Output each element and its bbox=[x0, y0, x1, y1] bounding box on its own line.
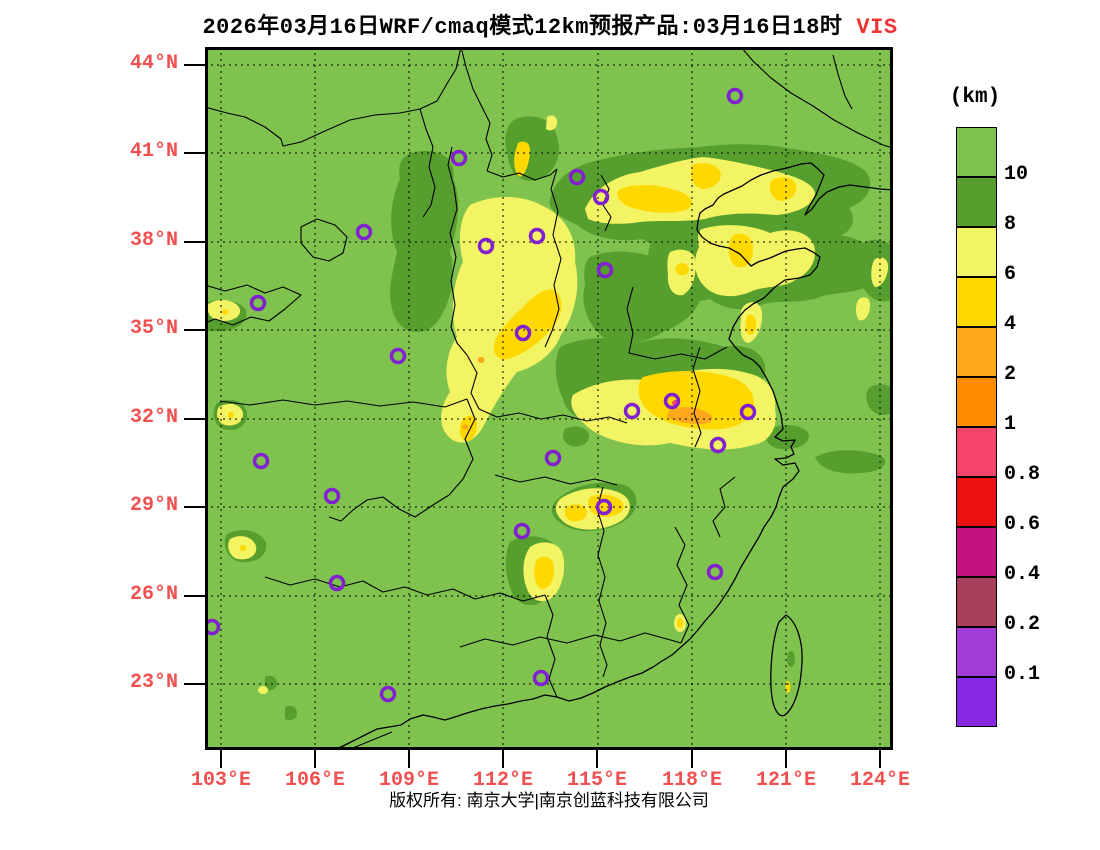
city-marker bbox=[252, 452, 270, 470]
city-marker bbox=[739, 403, 757, 421]
lon-tick bbox=[408, 750, 410, 768]
coastline bbox=[330, 162, 894, 751]
city-marker bbox=[596, 261, 614, 279]
city-marker bbox=[477, 237, 495, 255]
colorbar-segment bbox=[956, 577, 997, 627]
lat-tick bbox=[184, 241, 206, 243]
forecast-map bbox=[203, 46, 894, 751]
city-marker bbox=[544, 449, 562, 467]
lat-tick bbox=[184, 506, 206, 508]
city-marker bbox=[595, 498, 613, 516]
colorbar-segment bbox=[956, 677, 997, 727]
lat-tick bbox=[184, 418, 206, 420]
colorbar-tick-label: 0.1 bbox=[1004, 663, 1041, 686]
lat-tick bbox=[184, 152, 206, 154]
colorbar-tick-label: 0.8 bbox=[1004, 463, 1041, 486]
colorbar-segment bbox=[956, 377, 997, 427]
city-marker bbox=[514, 324, 532, 342]
lat-label: 23°N bbox=[129, 671, 178, 694]
colorbar-segment bbox=[956, 327, 997, 377]
lon-label: 115°E bbox=[566, 769, 627, 792]
city-marker bbox=[706, 563, 724, 581]
colorbar-segment bbox=[956, 477, 997, 527]
city-marker bbox=[726, 87, 744, 105]
lat-tick bbox=[184, 683, 206, 685]
city-marker bbox=[709, 436, 727, 454]
lon-label: 103°E bbox=[190, 769, 251, 792]
colorbar-tick-label: 0.4 bbox=[1004, 563, 1041, 586]
city-marker bbox=[623, 402, 641, 420]
city-marker bbox=[592, 188, 610, 206]
lat-label: 41°N bbox=[129, 140, 178, 163]
colorbar-segment bbox=[956, 227, 997, 277]
colorbar-unit-label: (km) bbox=[949, 86, 1001, 109]
colorbar-tick-label: 8 bbox=[1004, 213, 1017, 236]
colorbar-segment bbox=[956, 527, 997, 577]
city-marker bbox=[323, 487, 341, 505]
lat-label: 26°N bbox=[129, 583, 178, 606]
lon-label: 118°E bbox=[661, 769, 722, 792]
colorbar-segment bbox=[956, 177, 997, 227]
province-borders bbox=[204, 46, 894, 751]
lon-tick bbox=[502, 750, 504, 768]
colorbar-segment bbox=[956, 277, 997, 327]
colorbar-tick-label: 10 bbox=[1004, 163, 1029, 186]
lon-label: 121°E bbox=[755, 769, 816, 792]
colorbar-tick-label: 2 bbox=[1004, 363, 1017, 386]
lat-label: 32°N bbox=[129, 406, 178, 429]
lat-label: 35°N bbox=[129, 317, 178, 340]
city-marker bbox=[528, 227, 546, 245]
city-marker bbox=[355, 223, 373, 241]
city-markers bbox=[203, 87, 757, 703]
colorbar-tick-label: 4 bbox=[1004, 313, 1017, 336]
page-title: 2026年03月16日WRF/cmaq模式12km预报产品:03月16日18时 V… bbox=[0, 8, 1100, 40]
colorbar-segment bbox=[956, 427, 997, 477]
lat-tick bbox=[184, 329, 206, 331]
lat-label: 29°N bbox=[129, 494, 178, 517]
vis-region-4-6 bbox=[222, 141, 797, 693]
colorbar-tick-label: 6 bbox=[1004, 263, 1017, 286]
lat-tick bbox=[184, 595, 206, 597]
city-marker bbox=[513, 522, 531, 540]
colorbar-segment bbox=[956, 627, 997, 677]
lon-tick bbox=[879, 750, 881, 768]
colorbar-tick-label: 0.6 bbox=[1004, 513, 1041, 536]
vis-region-2-4 bbox=[462, 357, 713, 430]
lon-tick bbox=[596, 750, 598, 768]
lon-label: 109°E bbox=[378, 769, 439, 792]
lon-tick bbox=[314, 750, 316, 768]
city-marker bbox=[389, 347, 407, 365]
city-marker bbox=[450, 149, 468, 167]
colorbar-tick-label: 0.2 bbox=[1004, 613, 1041, 636]
map-frame bbox=[205, 47, 893, 750]
map-canvas bbox=[203, 46, 894, 751]
lon-tick bbox=[785, 750, 787, 768]
title-text: 2026年03月16日WRF/cmaq模式12km预报产品:03月16日18时 bbox=[202, 15, 843, 40]
lon-label: 106°E bbox=[284, 769, 345, 792]
lat-tick bbox=[184, 64, 206, 66]
lon-tick bbox=[220, 750, 222, 768]
colorbar-segment bbox=[956, 127, 997, 177]
graticule bbox=[205, 47, 893, 750]
lat-label: 38°N bbox=[129, 229, 178, 252]
city-marker bbox=[663, 392, 681, 410]
lon-tick bbox=[691, 750, 693, 768]
city-marker bbox=[568, 168, 586, 186]
lon-label: 124°E bbox=[849, 769, 910, 792]
copyright-footer: 版权所有: 南京大学|南京创蓝科技有限公司 bbox=[389, 791, 709, 810]
city-marker bbox=[249, 294, 267, 312]
title-variable-label: VIS bbox=[856, 15, 898, 40]
lat-label: 44°N bbox=[129, 52, 178, 75]
city-marker bbox=[379, 685, 397, 703]
city-marker bbox=[532, 669, 550, 687]
colorbar-tick-label: 1 bbox=[1004, 413, 1017, 436]
city-marker bbox=[328, 574, 346, 592]
lon-label: 112°E bbox=[472, 769, 533, 792]
